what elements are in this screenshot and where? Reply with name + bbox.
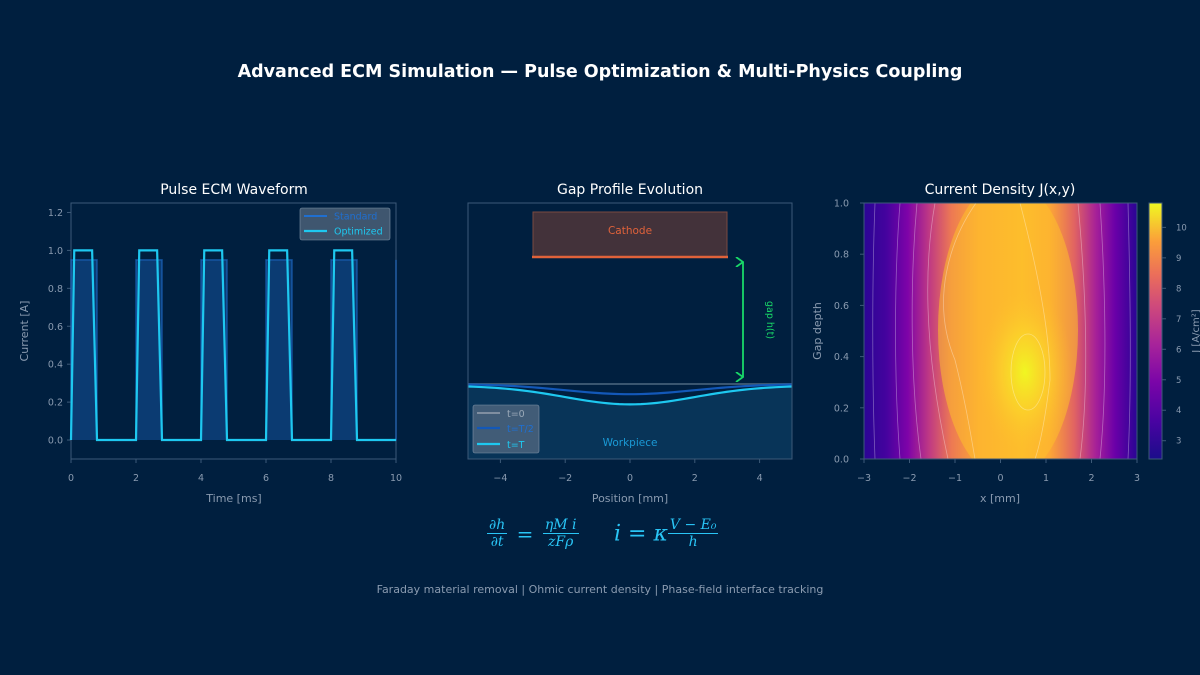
x-axis-ticks: 0 2 4 6 8 10 <box>68 459 402 484</box>
x-tick-label: 0 <box>627 473 633 484</box>
legend-optimized-label: Optimized <box>334 227 383 238</box>
y-axis-ticks: 0.0 0.2 0.4 0.6 0.8 1.0 <box>834 199 864 466</box>
chart-title: Current Density J(x,y) <box>925 182 1076 198</box>
y-tick-label: 1.0 <box>834 199 849 210</box>
faraday-equals: = <box>516 521 534 546</box>
y-tick-label: 0.2 <box>834 403 849 414</box>
cathode-label: Cathode <box>608 225 652 237</box>
ohm-den: h <box>688 533 698 550</box>
legend-t0-label: t=0 <box>507 409 525 420</box>
x-tick-label: 10 <box>390 473 402 484</box>
x-tick-label: 2 <box>133 473 139 484</box>
colorbar-tick-label: 6 <box>1176 345 1181 355</box>
y-tick-label: 1.0 <box>48 246 63 257</box>
y-tick-label: 0.6 <box>48 322 63 333</box>
x-tick-label: 6 <box>263 473 269 484</box>
y-tick-label: 0.0 <box>834 455 849 466</box>
pulse-waveform-chart: Pulse ECM Waveform 0.0 0.2 0.4 0.6 0.8 1.0 1.2… <box>18 182 402 505</box>
profile-t-end <box>467 385 793 406</box>
chart-title: Pulse ECM Waveform <box>160 182 308 198</box>
contour-lines <box>872 203 1131 459</box>
y-tick-label: 0.4 <box>48 360 63 371</box>
x-tick-label: −3 <box>857 473 871 484</box>
x-tick-label: 8 <box>328 473 334 484</box>
x-tick-label: −2 <box>558 473 572 484</box>
y-axis-label: Gap depth <box>811 302 824 360</box>
colorbar-tick-label: 8 <box>1176 284 1181 294</box>
x-tick-label: −1 <box>948 473 962 484</box>
cathode-block <box>532 211 728 258</box>
workpiece-label: Workpiece <box>603 437 658 449</box>
colorbar-tick-label: 4 <box>1176 406 1181 416</box>
x-tick-label: −4 <box>493 473 507 484</box>
legend-tT-label: t=T <box>507 440 525 451</box>
x-axis-label: Time [ms] <box>205 492 261 505</box>
legend: t=0 t=T/2 t=T <box>472 404 540 454</box>
x-tick-label: 1 <box>1043 473 1049 484</box>
x-axis-ticks: −4 −2 0 2 4 <box>493 459 763 484</box>
ohm-lhs: i = κ <box>614 521 668 547</box>
colorbar-ticks: 3 4 5 6 7 8 9 10 <box>1162 223 1187 447</box>
ohm-num: V − E₀ <box>667 517 719 534</box>
heatmap-image <box>864 203 1137 459</box>
standard-series <box>70 259 397 441</box>
faraday-lhs-num: ∂h <box>487 517 508 534</box>
y-tick-label: 0.8 <box>48 284 63 295</box>
legend: Standard Optimized <box>299 207 391 241</box>
faraday-rhs-num: ηM i <box>542 517 579 534</box>
footer-caption: Faraday material removal | Ohmic current… <box>376 583 824 596</box>
colorbar-tick-label: 10 <box>1176 223 1187 233</box>
x-tick-label: 4 <box>198 473 204 484</box>
y-tick-label: 0.6 <box>834 301 849 312</box>
x-tick-label: 2 <box>692 473 698 484</box>
colorbar-tick-label: 5 <box>1176 376 1181 386</box>
x-tick-label: 4 <box>757 473 763 484</box>
faraday-rhs-den: zFρ <box>548 533 574 550</box>
y-tick-label: 1.2 <box>48 208 63 219</box>
y-axis-ticks: 0.0 0.2 0.4 0.6 0.8 1.0 1.2 <box>48 208 71 447</box>
x-axis-ticks: −3 −2 −1 0 1 2 3 <box>857 459 1140 484</box>
workpiece-region <box>468 386 792 459</box>
profile-t-half <box>467 383 793 396</box>
colorbar <box>1148 202 1163 460</box>
faraday-lhs-den: ∂t <box>490 533 504 550</box>
x-tick-label: 0 <box>68 473 74 484</box>
colorbar-tick-label: 9 <box>1176 254 1181 264</box>
y-axis-label: Current [A] <box>18 301 31 362</box>
gap-profile-chart: Gap Profile Evolution Cathode gap h(t) W… <box>467 182 793 505</box>
faraday-equation: ∂h ∂t = ηM i zFρ <box>487 518 579 550</box>
legend-standard-label: Standard <box>334 212 377 223</box>
y-tick-label: 0.4 <box>834 352 849 363</box>
colorbar-tick-label: 7 <box>1176 315 1181 325</box>
legend-thalf-label: t=T/2 <box>507 424 534 435</box>
x-tick-label: 3 <box>1134 473 1140 484</box>
x-tick-label: 2 <box>1088 473 1094 484</box>
x-tick-label: −2 <box>902 473 916 484</box>
y-tick-label: 0.0 <box>48 436 63 447</box>
x-axis-label: x [mm] <box>980 492 1020 505</box>
x-tick-label: 0 <box>997 473 1003 484</box>
chart-title: Gap Profile Evolution <box>557 182 703 198</box>
y-tick-label: 0.8 <box>834 250 849 261</box>
current-density-heatmap: Current Density J(x,y) −3 −2 −1 0 1 2 3 0.0 0.2… <box>811 182 1200 505</box>
colorbar-tick-label: 3 <box>1176 437 1181 447</box>
gap-label: gap h(t) <box>764 301 775 339</box>
colorbar-label: J [A/cm²] <box>1191 309 1200 353</box>
y-tick-label: 0.2 <box>48 398 63 409</box>
page-title: Advanced ECM Simulation — Pulse Optimiza… <box>237 62 963 82</box>
x-axis-label: Position [mm] <box>592 492 668 505</box>
optimized-series <box>69 249 396 442</box>
